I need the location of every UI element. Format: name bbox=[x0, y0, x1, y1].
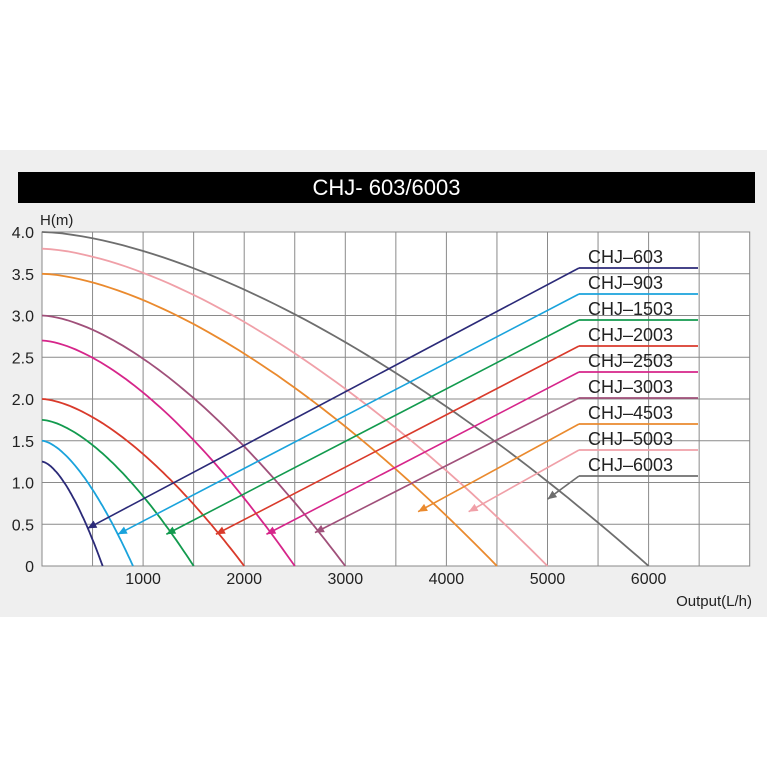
pointer-line bbox=[117, 293, 580, 535]
series-curve bbox=[41, 419, 195, 567]
pointer-arrowhead bbox=[314, 524, 325, 533]
legend-entry: CHJ–2003 bbox=[588, 325, 673, 345]
pointer-line bbox=[165, 319, 580, 535]
legend-entry: CHJ–5003 bbox=[588, 429, 673, 449]
pointer-arrowhead bbox=[266, 526, 277, 535]
legend-entry: CHJ–2503 bbox=[588, 351, 673, 371]
legend-entry: CHJ–1503 bbox=[588, 299, 673, 319]
x-tick-label: 4000 bbox=[429, 571, 465, 588]
pointer-line bbox=[468, 449, 580, 513]
pointer-line bbox=[87, 267, 580, 530]
x-tick-label: 3000 bbox=[328, 571, 364, 588]
tick-labels: 0 0.5 1.0 1.5 2.0 2.5 3.0 3.5 4.0 1000 2000 3000 400… bbox=[12, 225, 667, 588]
pointer-arrowhead bbox=[117, 526, 128, 535]
grid bbox=[41, 231, 751, 567]
series-curve bbox=[41, 272, 498, 567]
y-tick-label: 2.5 bbox=[12, 350, 34, 367]
series-curve bbox=[41, 314, 347, 567]
y-tick-label: 2.0 bbox=[12, 392, 34, 409]
legend-entry: CHJ–603 bbox=[588, 247, 663, 267]
y-tick-label: 0 bbox=[25, 559, 34, 576]
legend-entry: CHJ–3003 bbox=[588, 377, 673, 397]
pointer-line bbox=[215, 345, 580, 535]
pointer-line bbox=[266, 371, 580, 535]
legend: CHJ–603 CHJ–903 CHJ–1503 CHJ–2003 CHJ–2503 CH… bbox=[579, 247, 698, 477]
x-axis-label: Output(L/h) bbox=[676, 593, 752, 610]
legend-entry: CHJ–903 bbox=[588, 273, 663, 293]
x-tick-label: 1000 bbox=[125, 571, 161, 588]
series-curve bbox=[41, 439, 134, 567]
x-tick-label: 5000 bbox=[530, 571, 566, 588]
y-tick-label: 3.5 bbox=[12, 267, 34, 284]
pointer-line bbox=[417, 423, 580, 513]
x-tick-label: 6000 bbox=[631, 571, 667, 588]
y-tick-label: 0.5 bbox=[12, 517, 34, 534]
pointer-arrowhead bbox=[468, 503, 479, 512]
x-tick-label: 2000 bbox=[226, 571, 262, 588]
pointer-arrowhead bbox=[87, 520, 98, 529]
y-axis-label: H(m) bbox=[40, 212, 73, 229]
y-tick-label: 1.0 bbox=[12, 476, 34, 493]
pointer-arrowhead bbox=[547, 490, 558, 500]
chart-title: CHJ- 603/6003 bbox=[18, 172, 755, 203]
series-curve bbox=[41, 231, 650, 567]
legend-pointers bbox=[87, 267, 580, 535]
legend-entry: CHJ–4503 bbox=[588, 403, 673, 423]
series-curve bbox=[41, 247, 549, 567]
series-curve bbox=[41, 398, 245, 567]
pointer-arrowhead bbox=[215, 526, 226, 535]
pointer-arrowhead bbox=[418, 503, 428, 512]
legend-entry: CHJ–6003 bbox=[588, 455, 673, 475]
pointer-arrowhead bbox=[166, 526, 177, 535]
y-tick-label: 4.0 bbox=[12, 225, 34, 242]
y-tick-label: 1.5 bbox=[12, 434, 34, 451]
series-curve bbox=[41, 339, 296, 567]
y-tick-label: 3.0 bbox=[12, 309, 34, 326]
series-curve bbox=[41, 460, 104, 567]
pointer-line bbox=[314, 397, 580, 534]
curves bbox=[41, 231, 650, 567]
